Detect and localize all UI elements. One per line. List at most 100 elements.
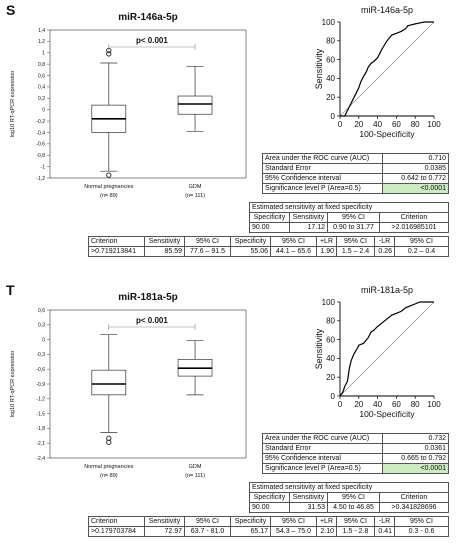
roc-y-label: Sensitivity: [314, 48, 324, 89]
roc-x-tick-label: 20: [354, 120, 363, 129]
outlier-point: [106, 172, 112, 178]
roc-y-tick-label: 0: [331, 112, 336, 121]
roc-x-tick-label: 80: [411, 400, 420, 409]
auc-table: Area under the ROC curve (AUC) 0.710 Stan…: [262, 153, 449, 194]
group-n-label: (n= 89): [100, 473, 118, 479]
y-tick-label: 0,3: [38, 323, 45, 329]
plot-frame: [49, 309, 247, 459]
panel-letter: S: [6, 2, 16, 18]
fixed-spec-title: Estimated sensitivity at fixed specifici…: [248, 482, 450, 493]
y-tick-label: -0,9: [36, 382, 45, 388]
roc-y-tick-label: 60: [326, 55, 335, 64]
chart-title: miR-181a-5p: [118, 292, 177, 303]
roc-y-tick-label: 60: [326, 335, 335, 344]
roc-x-tick-label: 40: [373, 400, 382, 409]
y-tick-label: -0,3: [36, 352, 45, 358]
y-axis-label: log10 RT-qPCR expression: [10, 351, 16, 418]
criterion-table: Criterion Sensitivity 95% CI Specificity 9…: [88, 516, 449, 537]
stat-row: Significance level P (Area=0.5) <0.0001: [262, 183, 449, 194]
panel-s: S miR-146a-5p log10 RT-qPCR expression -1,…: [0, 0, 456, 275]
y-tick-label: -1,2: [36, 397, 45, 403]
y-tick-label: 0,4: [38, 85, 45, 91]
y-tick-label: 0: [42, 107, 45, 113]
y-tick-label: 1: [42, 51, 45, 57]
y-tick-label: -1,5: [36, 411, 45, 417]
roc-y-label: Sensitivity: [314, 328, 324, 369]
roc-y-tick-label: 0: [331, 392, 336, 401]
roc-curve: [340, 21, 434, 117]
roc-curve: [339, 301, 434, 397]
roc-x-label: 100-Specificity: [359, 129, 415, 139]
y-tick-label: -2,1: [36, 441, 45, 447]
y-tick-label: -1,8: [36, 426, 45, 432]
group-label: GDM: [189, 184, 202, 190]
boxplot-mir181a: miR-181a-5p log10 RT-qPCR expression -2,4 -…: [10, 292, 247, 479]
y-tick-label: -1,2: [36, 176, 45, 182]
y-tick-label: 0,6: [38, 308, 45, 314]
y-tick-label: 0,6: [38, 73, 45, 79]
box-iqr: [91, 369, 127, 396]
criterion-table: Criterion Sensitivity 95% CI Specificity 9…: [88, 236, 449, 257]
y-tick-label: -1: [41, 164, 46, 170]
group-label: Normal pregnancies: [84, 184, 133, 190]
panel-letter: T: [6, 282, 15, 298]
roc-x-tick-label: 20: [354, 400, 363, 409]
panel-t: T miR-181a-5p log10 RT-qPCR expression -2,…: [0, 280, 456, 555]
roc-x-tick-label: 0: [338, 120, 343, 129]
group-n-label: (n= 89): [100, 193, 118, 199]
fixed-specificity-table: Estimated sensitivity at fixed specifici…: [248, 482, 450, 513]
roc-x-tick-label: 60: [392, 120, 401, 129]
box-iqr: [177, 95, 213, 115]
stat-row: Standard Error 0.0385: [262, 163, 449, 174]
roc-y-tick-label: 20: [326, 373, 335, 382]
stat-row: Area under the ROC curve (AUC) 0.732: [262, 433, 449, 444]
y-tick-label: 0,2: [38, 96, 45, 102]
y-tick-label: -0,8: [36, 153, 45, 159]
reference-diagonal: [339, 21, 435, 117]
stat-row: Standard Error 0.0361: [262, 443, 449, 454]
group-label: Normal pregnancies: [84, 464, 133, 470]
outlier-point: [106, 435, 112, 441]
roc-y-tick-label: 80: [326, 37, 335, 46]
chart-title: miR-146a-5p: [118, 12, 177, 23]
fixed-spec-title: Estimated sensitivity at fixed specifici…: [248, 202, 450, 213]
p-value-label: p< 0.001: [136, 316, 168, 325]
stat-row: 95% Confidence interval 0.665 to 0.792: [262, 453, 449, 464]
stat-row: 95% Confidence interval 0.642 to 0.772: [262, 173, 449, 184]
group-label: GDM: [189, 464, 202, 470]
stat-row: Significance level P (Area=0.5) <0.0001: [262, 463, 449, 474]
p-value-label: p< 0.001: [136, 36, 168, 45]
boxplot-mir146a: miR-146a-5p log10 RT-qPCR expression -1,2 -…: [10, 12, 247, 199]
y-tick-label: -0,2: [36, 119, 45, 125]
roc-title: miR-146a-5p: [361, 5, 413, 15]
y-tick-label: -2,4: [36, 456, 45, 462]
roc-x-tick-label: 0: [338, 400, 343, 409]
roc-x-tick-label: 100: [427, 120, 441, 129]
reference-diagonal: [339, 301, 435, 397]
roc-x-tick-label: 80: [411, 120, 420, 129]
roc-x-tick-label: 100: [427, 400, 441, 409]
group-n-label: (n= 111): [185, 473, 205, 479]
outlier-point: [106, 51, 112, 57]
roc-x-tick-label: 60: [392, 400, 401, 409]
roc-y-tick-label: 100: [322, 18, 336, 27]
y-tick-label: -0,4: [36, 130, 45, 136]
roc-y-tick-label: 40: [326, 74, 335, 83]
y-tick-label: 0,8: [38, 62, 45, 68]
roc-y-tick-label: 20: [326, 93, 335, 102]
roc-mir181a: miR-181a-5p Sensitivity 100-Specificity 00 2…: [314, 285, 441, 419]
roc-y-tick-label: 80: [326, 317, 335, 326]
group-n-label: (n= 111): [185, 193, 205, 199]
y-tick-label: 1,2: [38, 39, 45, 45]
outlier-point: [106, 439, 112, 445]
stat-row: Area under the ROC curve (AUC) 0.710: [262, 153, 449, 164]
roc-y-tick-label: 100: [322, 298, 336, 307]
roc-y-tick-label: 40: [326, 354, 335, 363]
plot-frame: [49, 29, 247, 179]
auc-table: Area under the ROC curve (AUC) 0.732 Stan…: [262, 433, 449, 474]
y-axis-label: log10 RT-qPCR expression: [10, 71, 16, 138]
y-tick-label: 1,4: [38, 28, 45, 34]
roc-mir146a: miR-146a-5p Sensitivity 100-Specificity 00 2…: [314, 5, 441, 139]
y-tick-label: 0: [42, 337, 45, 343]
roc-x-tick-label: 40: [373, 120, 382, 129]
